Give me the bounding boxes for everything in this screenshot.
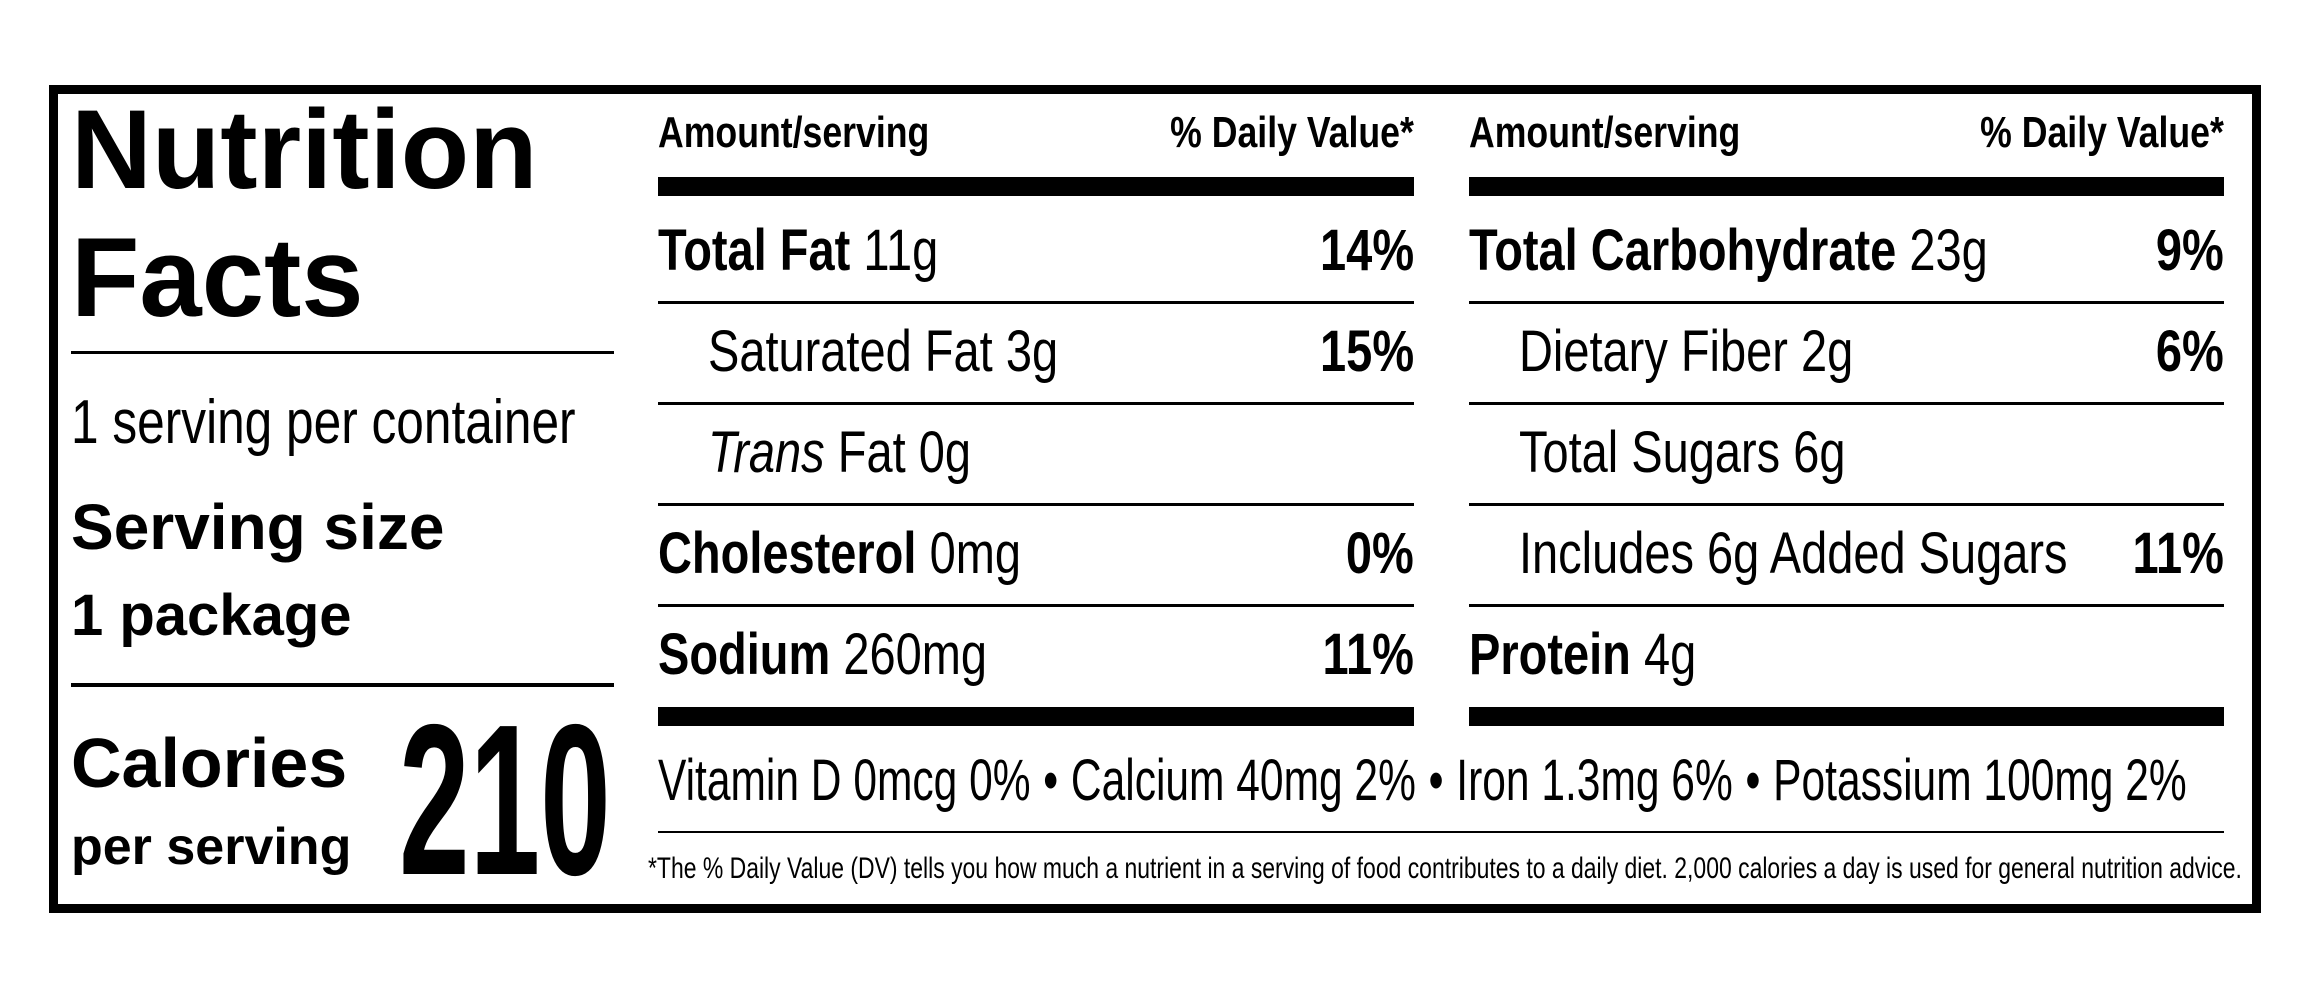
- servings-per-container: 1 serving per container: [71, 388, 576, 457]
- nutrient-row: Trans Fat 0g: [708, 402, 971, 503]
- nutrient-amount: 6g: [1793, 420, 1846, 485]
- nutrient-row: Protein 4g: [1469, 604, 1696, 705]
- divider: [71, 683, 614, 687]
- separator: •: [1043, 748, 1059, 813]
- nutrient-amount: 11g: [863, 218, 939, 283]
- nutrient-name: Sodium: [658, 622, 831, 687]
- daily-value: 11%: [1322, 622, 1414, 687]
- thick-bar: [658, 707, 1414, 726]
- calories-sublabel: per serving: [71, 818, 352, 876]
- nutrient-amount: 0g: [918, 420, 972, 485]
- divider: [1469, 604, 2224, 607]
- thick-bar: [1469, 707, 2224, 726]
- vitamin-item: Vitamin D 0mcg 0%: [658, 748, 1031, 813]
- nutrient-row: Sodium 260mg: [658, 604, 987, 705]
- nutrient-amount: 23g: [1909, 218, 1988, 283]
- nutrient-name: Dietary Fiber: [1519, 319, 1788, 384]
- nutrient-row: Total Carbohydrate 23g: [1469, 200, 1988, 301]
- daily-value: 9%: [2156, 218, 2224, 283]
- vitamin-item: Iron 1.3mg 6%: [1456, 748, 1733, 813]
- divider: [1469, 301, 2224, 304]
- vitamin-item: Potassium 100mg 2%: [1773, 748, 2187, 813]
- divider: [658, 301, 1414, 304]
- label-border: [49, 85, 2261, 913]
- nutrient-row: Saturated Fat 3g: [708, 301, 1058, 402]
- nutrient-name-italic: Trans: [708, 420, 825, 485]
- vitamins-minerals: Vitamin D 0mcg 0% • Calcium 40mg 2% • Iron 1…: [658, 748, 2187, 814]
- divider: [658, 831, 2224, 833]
- nutrient-amount: 4g: [1643, 622, 1697, 687]
- divider: [1469, 503, 2224, 506]
- serving-size: 1 package: [71, 583, 352, 648]
- nutrient-name: Total Sugars: [1519, 420, 1781, 485]
- divider: [658, 604, 1414, 607]
- nutrient-name: Includes 6g Added Sugars: [1519, 521, 2068, 586]
- header-daily-value: % Daily Value*: [1980, 108, 2224, 157]
- nutrient-amount: 260mg: [843, 622, 988, 687]
- divider: [1469, 402, 2224, 405]
- divider: [658, 503, 1414, 506]
- header-daily-value: % Daily Value*: [1170, 108, 1414, 157]
- thick-bar: [658, 177, 1414, 196]
- nutrient-row: Includes 6g Added Sugars: [1519, 503, 2068, 604]
- calories-label: Calories: [71, 724, 348, 802]
- thick-bar: [1469, 177, 2224, 196]
- title: Nutrition Facts: [71, 87, 538, 340]
- divider: [71, 351, 614, 354]
- nutrient-row: Cholesterol 0mg: [658, 503, 1021, 604]
- calories-value: 210: [399, 679, 611, 920]
- nutrient-name: Cholesterol: [658, 521, 917, 586]
- daily-value: 11%: [2132, 521, 2224, 586]
- nutrient-row: Total Fat 11g: [658, 200, 938, 301]
- separator: •: [1745, 748, 1761, 813]
- divider: [658, 402, 1414, 405]
- nutrient-amount: 0mg: [929, 521, 1021, 586]
- separator: •: [1428, 748, 1444, 813]
- vitamin-item: Calcium 40mg 2%: [1070, 748, 1416, 813]
- header-amount: Amount/serving: [658, 108, 930, 157]
- daily-value: 15%: [1319, 319, 1414, 384]
- nutrient-amount: 2g: [1801, 319, 1854, 384]
- nutrient-name: Fat: [837, 420, 906, 485]
- daily-value: 6%: [2156, 319, 2224, 384]
- nutrient-name: Saturated Fat: [708, 319, 993, 384]
- header-amount: Amount/serving: [1469, 108, 1741, 157]
- nutrient-name: Total Fat: [658, 218, 851, 283]
- nutrient-row: Dietary Fiber 2g: [1519, 301, 1853, 402]
- daily-value: 0%: [1346, 521, 1414, 586]
- serving-size-label: Serving size: [71, 491, 445, 563]
- nutrient-name: Total Carbohydrate: [1469, 218, 1897, 283]
- daily-value: 14%: [1319, 218, 1414, 283]
- nutrient-amount: 3g: [1005, 319, 1059, 384]
- nutrient-row: Total Sugars 6g: [1519, 402, 1846, 503]
- nutrient-name: Protein: [1469, 622, 1631, 687]
- footnote: *The % Daily Value (DV) tells you how mu…: [648, 852, 2242, 885]
